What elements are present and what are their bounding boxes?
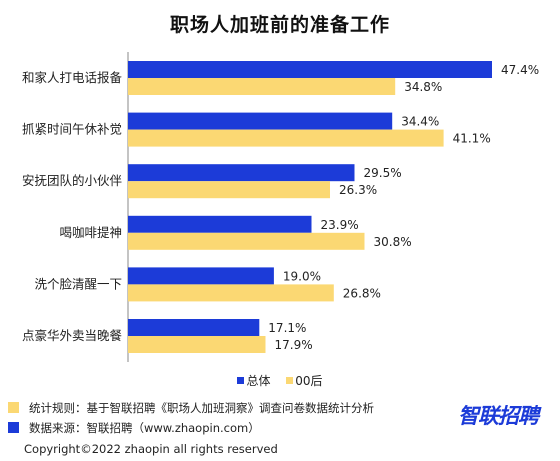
bar-total xyxy=(128,267,274,285)
value-label-total: 29.5% xyxy=(364,166,402,180)
logo-text: 智联招聘 xyxy=(458,404,539,428)
bar-00s xyxy=(128,336,266,353)
value-label-total: 47.4% xyxy=(501,63,539,77)
legend-label-00s: 00后 xyxy=(295,374,323,388)
bar-total xyxy=(128,112,393,130)
note-marker xyxy=(8,402,19,413)
zhaopin-logo: 智联招聘 xyxy=(458,400,539,430)
value-label-00s: 30.8% xyxy=(374,235,412,249)
value-label-total: 19.0% xyxy=(283,269,321,283)
legend-swatch-total xyxy=(237,377,245,384)
bar-total xyxy=(128,319,260,336)
category-label: 洗个脸清醒一下 xyxy=(34,276,122,291)
legend: 总体 00后 xyxy=(0,372,560,389)
bar-total xyxy=(128,61,492,78)
category-label: 点豪华外卖当晚餐 xyxy=(22,328,123,343)
bar-00s xyxy=(128,129,444,147)
category-label: 抓紧时间午休补觉 xyxy=(22,122,122,137)
chart-title: 职场人加班前的准备工作 xyxy=(169,14,390,36)
bar-total xyxy=(128,164,355,182)
copyright: Copyright©2022 zhaopin all rights reserv… xyxy=(24,442,278,456)
legend-item-total: 总体 xyxy=(237,372,270,389)
legend-swatch-00s xyxy=(286,377,294,384)
bar-00s xyxy=(128,232,365,250)
bar-total xyxy=(128,215,312,233)
value-label-00s: 34.8% xyxy=(404,80,442,94)
data-source-note: 数据来源：智联招聘（www.zhaopin.com） xyxy=(8,420,260,436)
category-label: 安抚团队的小伙伴 xyxy=(22,173,123,188)
legend-item-00s: 00后 xyxy=(286,372,323,389)
bar-chart: 和家人打电话报备 47.4% 34.8% 抓紧时间午休补觉 34.4% 41.1% 安抚团队… xyxy=(22,52,539,362)
value-label-00s: 41.1% xyxy=(453,132,491,146)
note-text: 统计规则：基于智联招聘《职场人加班洞察》调查问卷数据统计分析 xyxy=(29,401,374,415)
value-label-00s: 26.8% xyxy=(343,286,381,300)
value-label-00s: 17.9% xyxy=(275,338,313,352)
category-label: 喝咖啡提神 xyxy=(59,225,122,240)
legend-label-total: 总体 xyxy=(246,374,271,388)
category-label: 和家人打电话报备 xyxy=(22,70,123,85)
stats-rule-note: 统计规则：基于智联招聘《职场人加班洞察》调查问卷数据统计分析 xyxy=(8,400,374,416)
source-marker xyxy=(8,422,19,433)
value-label-total: 34.4% xyxy=(401,115,439,129)
bar-00s xyxy=(128,181,330,199)
value-label-00s: 26.3% xyxy=(339,183,377,197)
source-text: 数据来源：智联招聘（www.zhaopin.com） xyxy=(29,421,260,435)
bar-00s xyxy=(128,284,334,302)
value-label-total: 23.9% xyxy=(321,218,359,232)
value-label-total: 17.1% xyxy=(268,321,306,335)
bar-00s xyxy=(128,78,396,95)
